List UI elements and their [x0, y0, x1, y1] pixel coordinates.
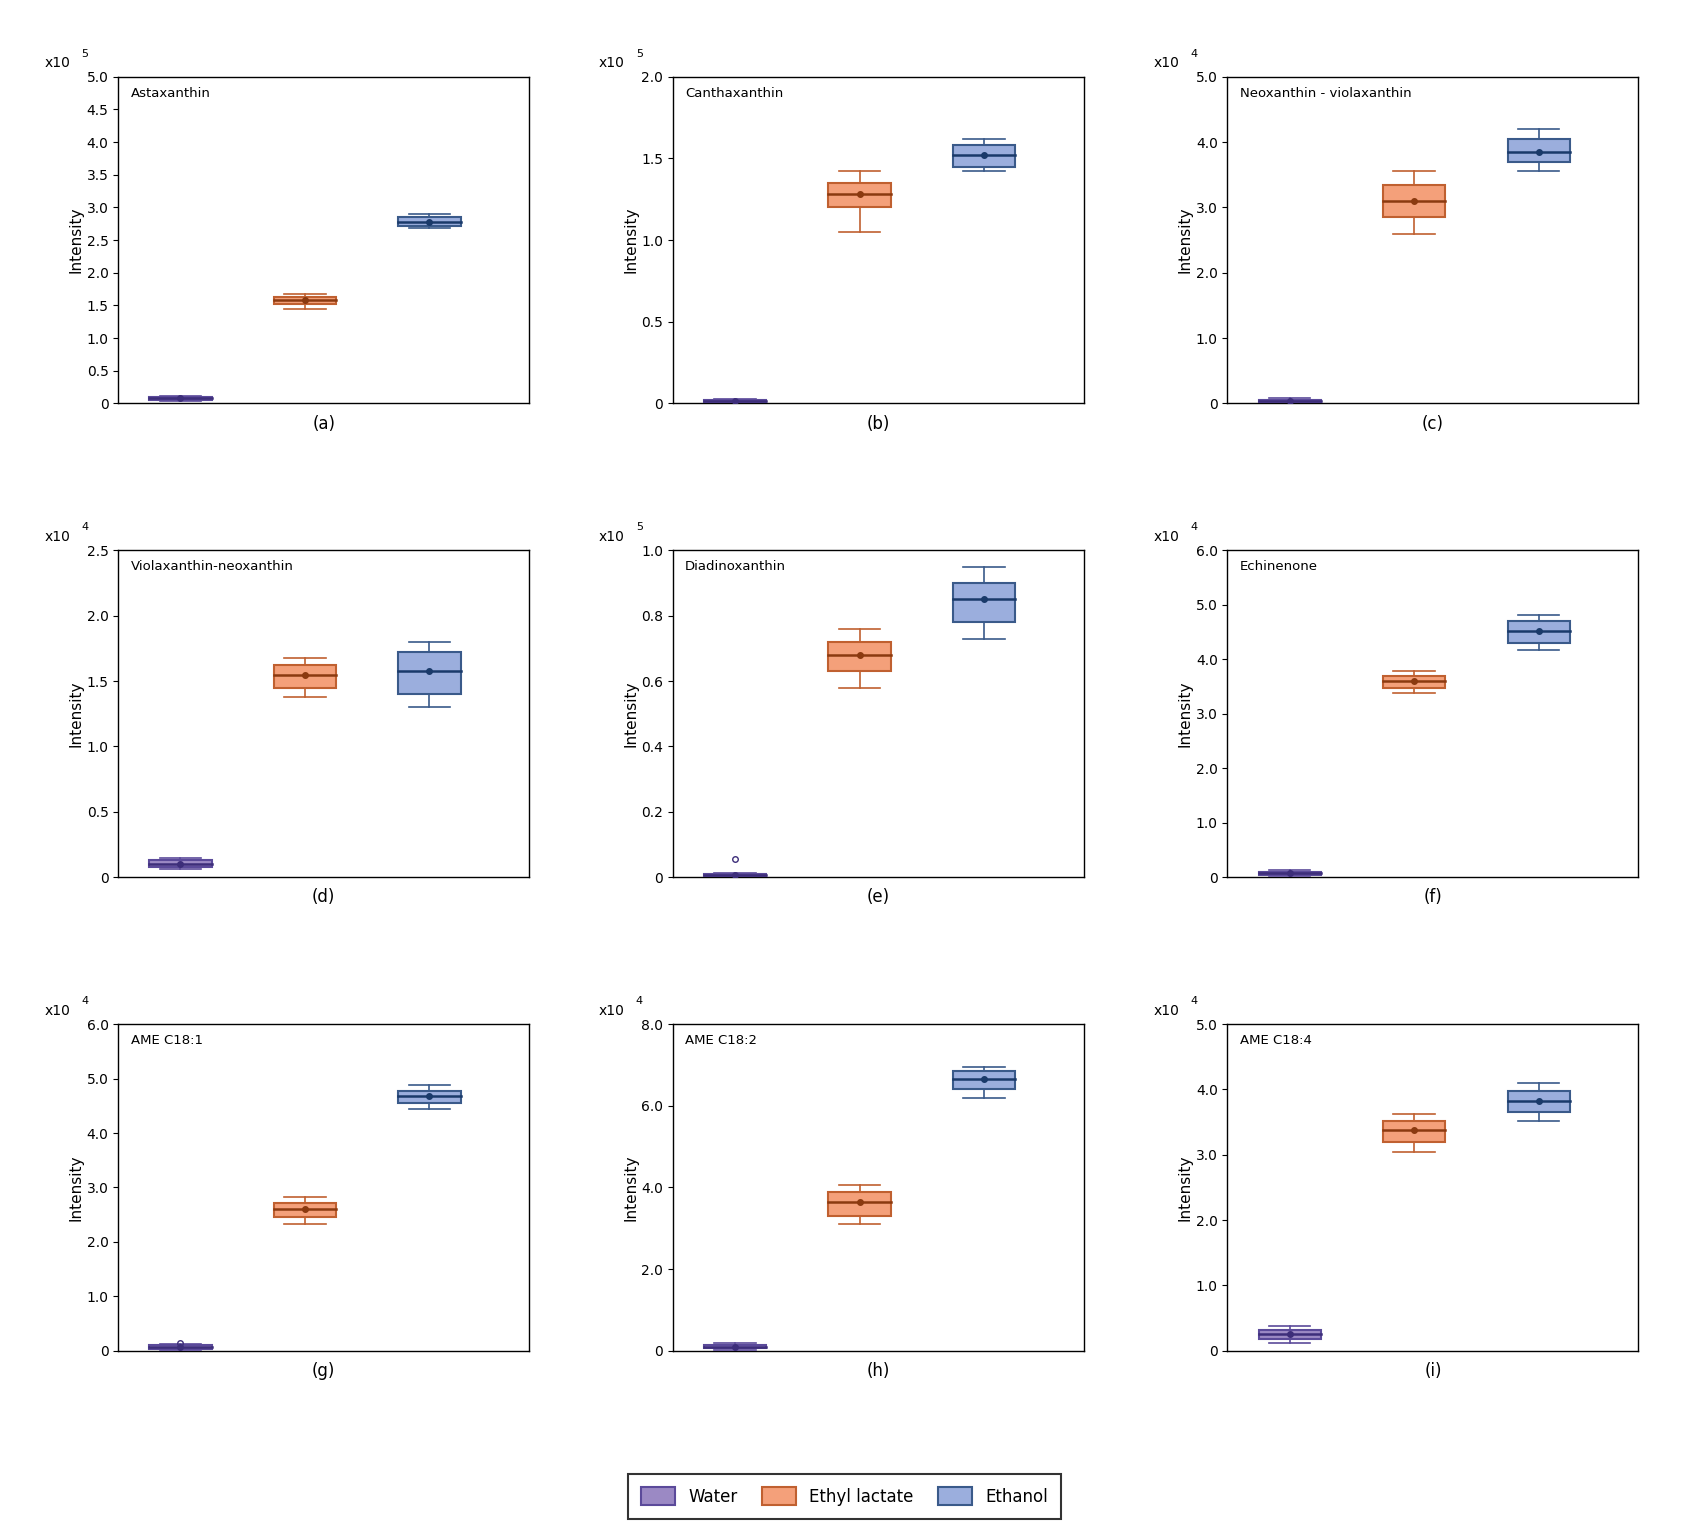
Text: Violaxanthin-neoxanthin: Violaxanthin-neoxanthin	[130, 560, 294, 573]
Bar	[704, 1345, 767, 1348]
X-axis label: (a): (a)	[312, 414, 334, 433]
Text: x10: x10	[600, 1004, 625, 1018]
Bar	[953, 583, 1015, 622]
X-axis label: (f): (f)	[1424, 889, 1442, 906]
Bar	[274, 1203, 336, 1217]
Text: 4: 4	[1191, 49, 1198, 58]
Bar	[149, 398, 211, 401]
Text: 4: 4	[635, 996, 644, 1005]
Bar	[1258, 399, 1321, 402]
Bar	[1258, 872, 1321, 875]
Bar	[953, 1071, 1015, 1090]
Bar	[704, 873, 767, 876]
Text: x10: x10	[44, 1004, 71, 1018]
Text: x10: x10	[600, 57, 625, 71]
Bar	[1383, 1121, 1446, 1142]
Text: 5: 5	[635, 522, 644, 533]
Text: Echinenone: Echinenone	[1240, 560, 1317, 573]
Bar	[1383, 184, 1446, 218]
Y-axis label: Intensity: Intensity	[69, 680, 84, 748]
Bar	[274, 296, 336, 304]
Text: x10: x10	[1154, 1004, 1179, 1018]
Bar	[1508, 622, 1569, 643]
Bar	[829, 642, 890, 671]
Bar	[149, 1345, 211, 1349]
Text: x10: x10	[44, 57, 71, 71]
Text: Diadinoxanthin: Diadinoxanthin	[686, 560, 785, 573]
Bar	[1508, 138, 1569, 161]
Text: Neoxanthin - violaxanthin: Neoxanthin - violaxanthin	[1240, 86, 1412, 100]
X-axis label: (c): (c)	[1422, 414, 1444, 433]
Bar	[1383, 675, 1446, 688]
Text: AME C18:2: AME C18:2	[686, 1035, 757, 1047]
Text: 4: 4	[1191, 522, 1198, 533]
Text: x10: x10	[44, 530, 71, 543]
Bar	[274, 666, 336, 688]
Text: x10: x10	[600, 530, 625, 543]
Bar	[399, 1090, 461, 1104]
Text: x10: x10	[1154, 530, 1179, 543]
Bar	[399, 218, 461, 226]
Bar	[149, 860, 211, 867]
Text: x10: x10	[1154, 57, 1179, 71]
Text: AME C18:1: AME C18:1	[130, 1035, 203, 1047]
Text: AME C18:4: AME C18:4	[1240, 1035, 1312, 1047]
Bar	[704, 401, 767, 402]
Text: 4: 4	[81, 996, 88, 1005]
X-axis label: (h): (h)	[866, 1362, 890, 1380]
Bar	[829, 1191, 890, 1216]
Bar	[953, 146, 1015, 167]
Text: 5: 5	[81, 49, 88, 58]
Bar	[829, 183, 890, 207]
X-axis label: (b): (b)	[866, 414, 890, 433]
Legend: Water, Ethyl lactate, Ethanol: Water, Ethyl lactate, Ethanol	[628, 1474, 1061, 1520]
Y-axis label: Intensity: Intensity	[69, 207, 84, 273]
Bar	[1508, 1091, 1569, 1113]
Bar	[1258, 1329, 1321, 1339]
Y-axis label: Intensity: Intensity	[1177, 680, 1192, 748]
Y-axis label: Intensity: Intensity	[623, 680, 638, 748]
Text: Canthaxanthin: Canthaxanthin	[686, 86, 784, 100]
X-axis label: (d): (d)	[312, 889, 336, 906]
Bar	[399, 652, 461, 694]
X-axis label: (i): (i)	[1424, 1362, 1442, 1380]
Y-axis label: Intensity: Intensity	[623, 1154, 638, 1220]
Text: 5: 5	[635, 49, 644, 58]
Y-axis label: Intensity: Intensity	[1177, 1154, 1192, 1220]
Y-axis label: Intensity: Intensity	[1177, 207, 1192, 273]
Text: Astaxanthin: Astaxanthin	[130, 86, 211, 100]
Text: 4: 4	[81, 522, 88, 533]
X-axis label: (g): (g)	[312, 1362, 336, 1380]
Y-axis label: Intensity: Intensity	[69, 1154, 84, 1220]
Text: 4: 4	[1191, 996, 1198, 1005]
Y-axis label: Intensity: Intensity	[623, 207, 638, 273]
X-axis label: (e): (e)	[866, 889, 890, 906]
